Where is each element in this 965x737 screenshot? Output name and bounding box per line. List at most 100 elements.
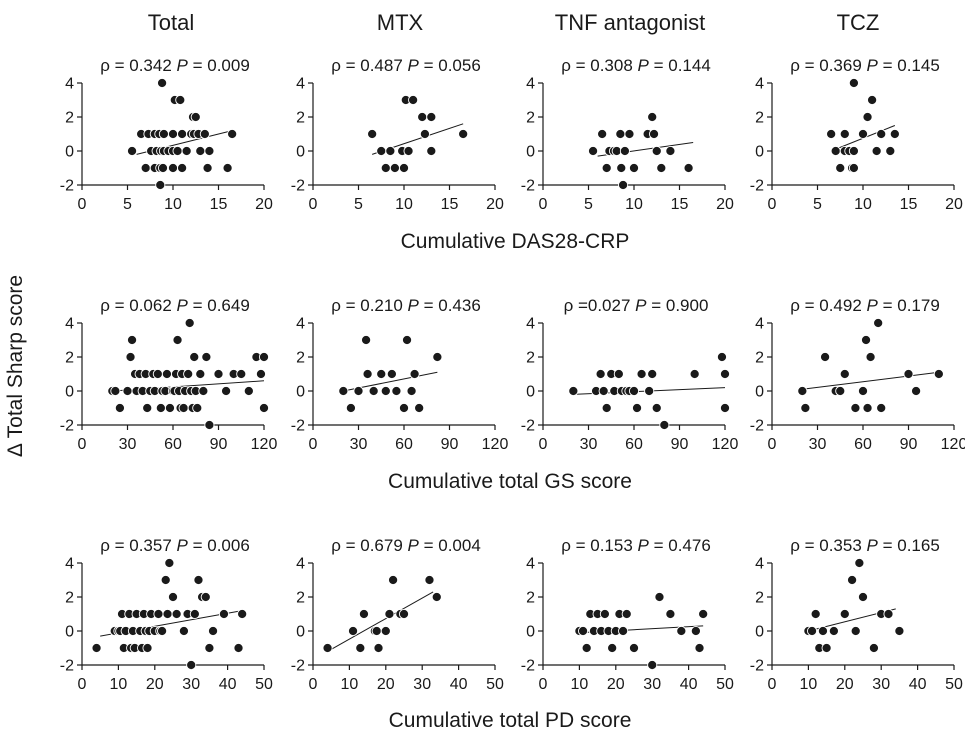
x-tick-label: 0 — [78, 196, 87, 213]
x-tick-label: 50 — [945, 676, 963, 693]
data-point — [857, 128, 869, 140]
stat-annotation: ρ = 0.308 P = 0.144 — [561, 56, 711, 75]
data-point — [860, 334, 872, 346]
x-tick-label: 20 — [716, 196, 734, 213]
data-point — [817, 625, 829, 637]
data-point — [867, 94, 878, 106]
data-point — [114, 402, 125, 414]
x-tick-label: 90 — [210, 436, 228, 453]
data-point — [201, 351, 212, 363]
data-point — [167, 162, 179, 174]
data-point — [621, 608, 632, 620]
data-point — [716, 351, 728, 363]
data-point — [408, 94, 419, 106]
data-point — [204, 145, 215, 157]
data-point — [376, 145, 387, 157]
data-point — [258, 402, 270, 414]
x-tick-label: 15 — [441, 196, 459, 213]
data-point — [426, 145, 437, 157]
data-point — [624, 128, 635, 140]
x-tick-label: 0 — [309, 436, 318, 453]
y-tick-label: 4 — [65, 556, 74, 573]
x-tick-label: 30 — [350, 436, 368, 453]
stat-annotation: ρ = 0.369 P = 0.145 — [790, 56, 940, 75]
data-point — [160, 574, 171, 586]
data-point — [588, 145, 599, 157]
data-point — [204, 642, 215, 654]
data-point — [800, 402, 811, 414]
data-point — [175, 94, 186, 106]
data-point — [690, 625, 701, 637]
data-point — [193, 574, 204, 586]
rho-value: ρ = 0.487 — [331, 56, 407, 75]
data-point — [651, 145, 662, 157]
data-point — [358, 608, 370, 620]
y-tick-label: -2 — [750, 658, 764, 675]
y-tick-label: -2 — [60, 658, 74, 675]
data-point — [432, 351, 443, 363]
x-tick-label: 20 — [377, 676, 395, 693]
x-tick-label: 15 — [900, 196, 918, 213]
data-point — [178, 625, 189, 637]
x-tick-label: 0 — [768, 436, 777, 453]
data-point — [618, 625, 629, 637]
data-point — [647, 111, 658, 123]
y-tick-label: -2 — [60, 418, 74, 435]
x-tick-label: 10 — [800, 676, 818, 693]
x-tick-label: 5 — [123, 196, 132, 213]
data-point — [376, 368, 387, 380]
p-label: P — [177, 536, 189, 555]
data-point — [797, 385, 808, 397]
y-tick-label: 4 — [65, 76, 74, 93]
x-tick-label: 90 — [441, 436, 459, 453]
data-point — [601, 162, 612, 174]
p-value: = 0.649 — [188, 296, 250, 315]
data-point — [195, 368, 206, 380]
p-value: = 0.009 — [188, 56, 250, 75]
data-point — [409, 368, 420, 380]
data-point — [883, 608, 894, 620]
data-point — [850, 625, 861, 637]
data-point — [676, 625, 687, 637]
data-point — [236, 368, 247, 380]
data-point — [398, 608, 410, 620]
data-point — [362, 368, 373, 380]
data-point — [127, 334, 138, 346]
p-value: = 0.179 — [878, 296, 940, 315]
data-point — [213, 368, 224, 380]
data-point — [835, 162, 846, 174]
data-point — [171, 608, 182, 620]
p-label: P — [638, 56, 650, 75]
data-point — [338, 385, 349, 397]
data-point — [857, 591, 869, 603]
y-tick-label: 4 — [65, 316, 74, 333]
data-point — [665, 145, 676, 157]
rho-value: ρ = 0.342 — [100, 56, 176, 75]
p-label: P — [408, 56, 420, 75]
data-point — [371, 625, 382, 637]
column-title-mtx: MTX — [377, 10, 424, 35]
x-tick-label: 60 — [395, 436, 413, 453]
y-tick-label: 0 — [526, 144, 535, 161]
data-point — [414, 402, 425, 414]
data-point — [122, 385, 133, 397]
data-point — [431, 591, 442, 603]
data-point — [644, 385, 655, 397]
data-point — [167, 591, 179, 603]
x-tick-label: 10 — [854, 196, 872, 213]
data-point — [157, 625, 168, 637]
data-point — [385, 145, 396, 157]
y-tick-label: 0 — [296, 144, 305, 161]
y-tick-label: 4 — [296, 76, 305, 93]
x-tick-label: 5 — [584, 196, 593, 213]
data-point — [198, 385, 209, 397]
data-point — [719, 368, 731, 380]
x-tick-label: 20 — [486, 196, 504, 213]
data-point — [616, 162, 627, 174]
stat-annotation: ρ = 0.353 P = 0.165 — [790, 536, 940, 555]
x-tick-label: 0 — [309, 196, 318, 213]
data-point — [388, 574, 399, 586]
x-tick-label: 30 — [119, 436, 137, 453]
